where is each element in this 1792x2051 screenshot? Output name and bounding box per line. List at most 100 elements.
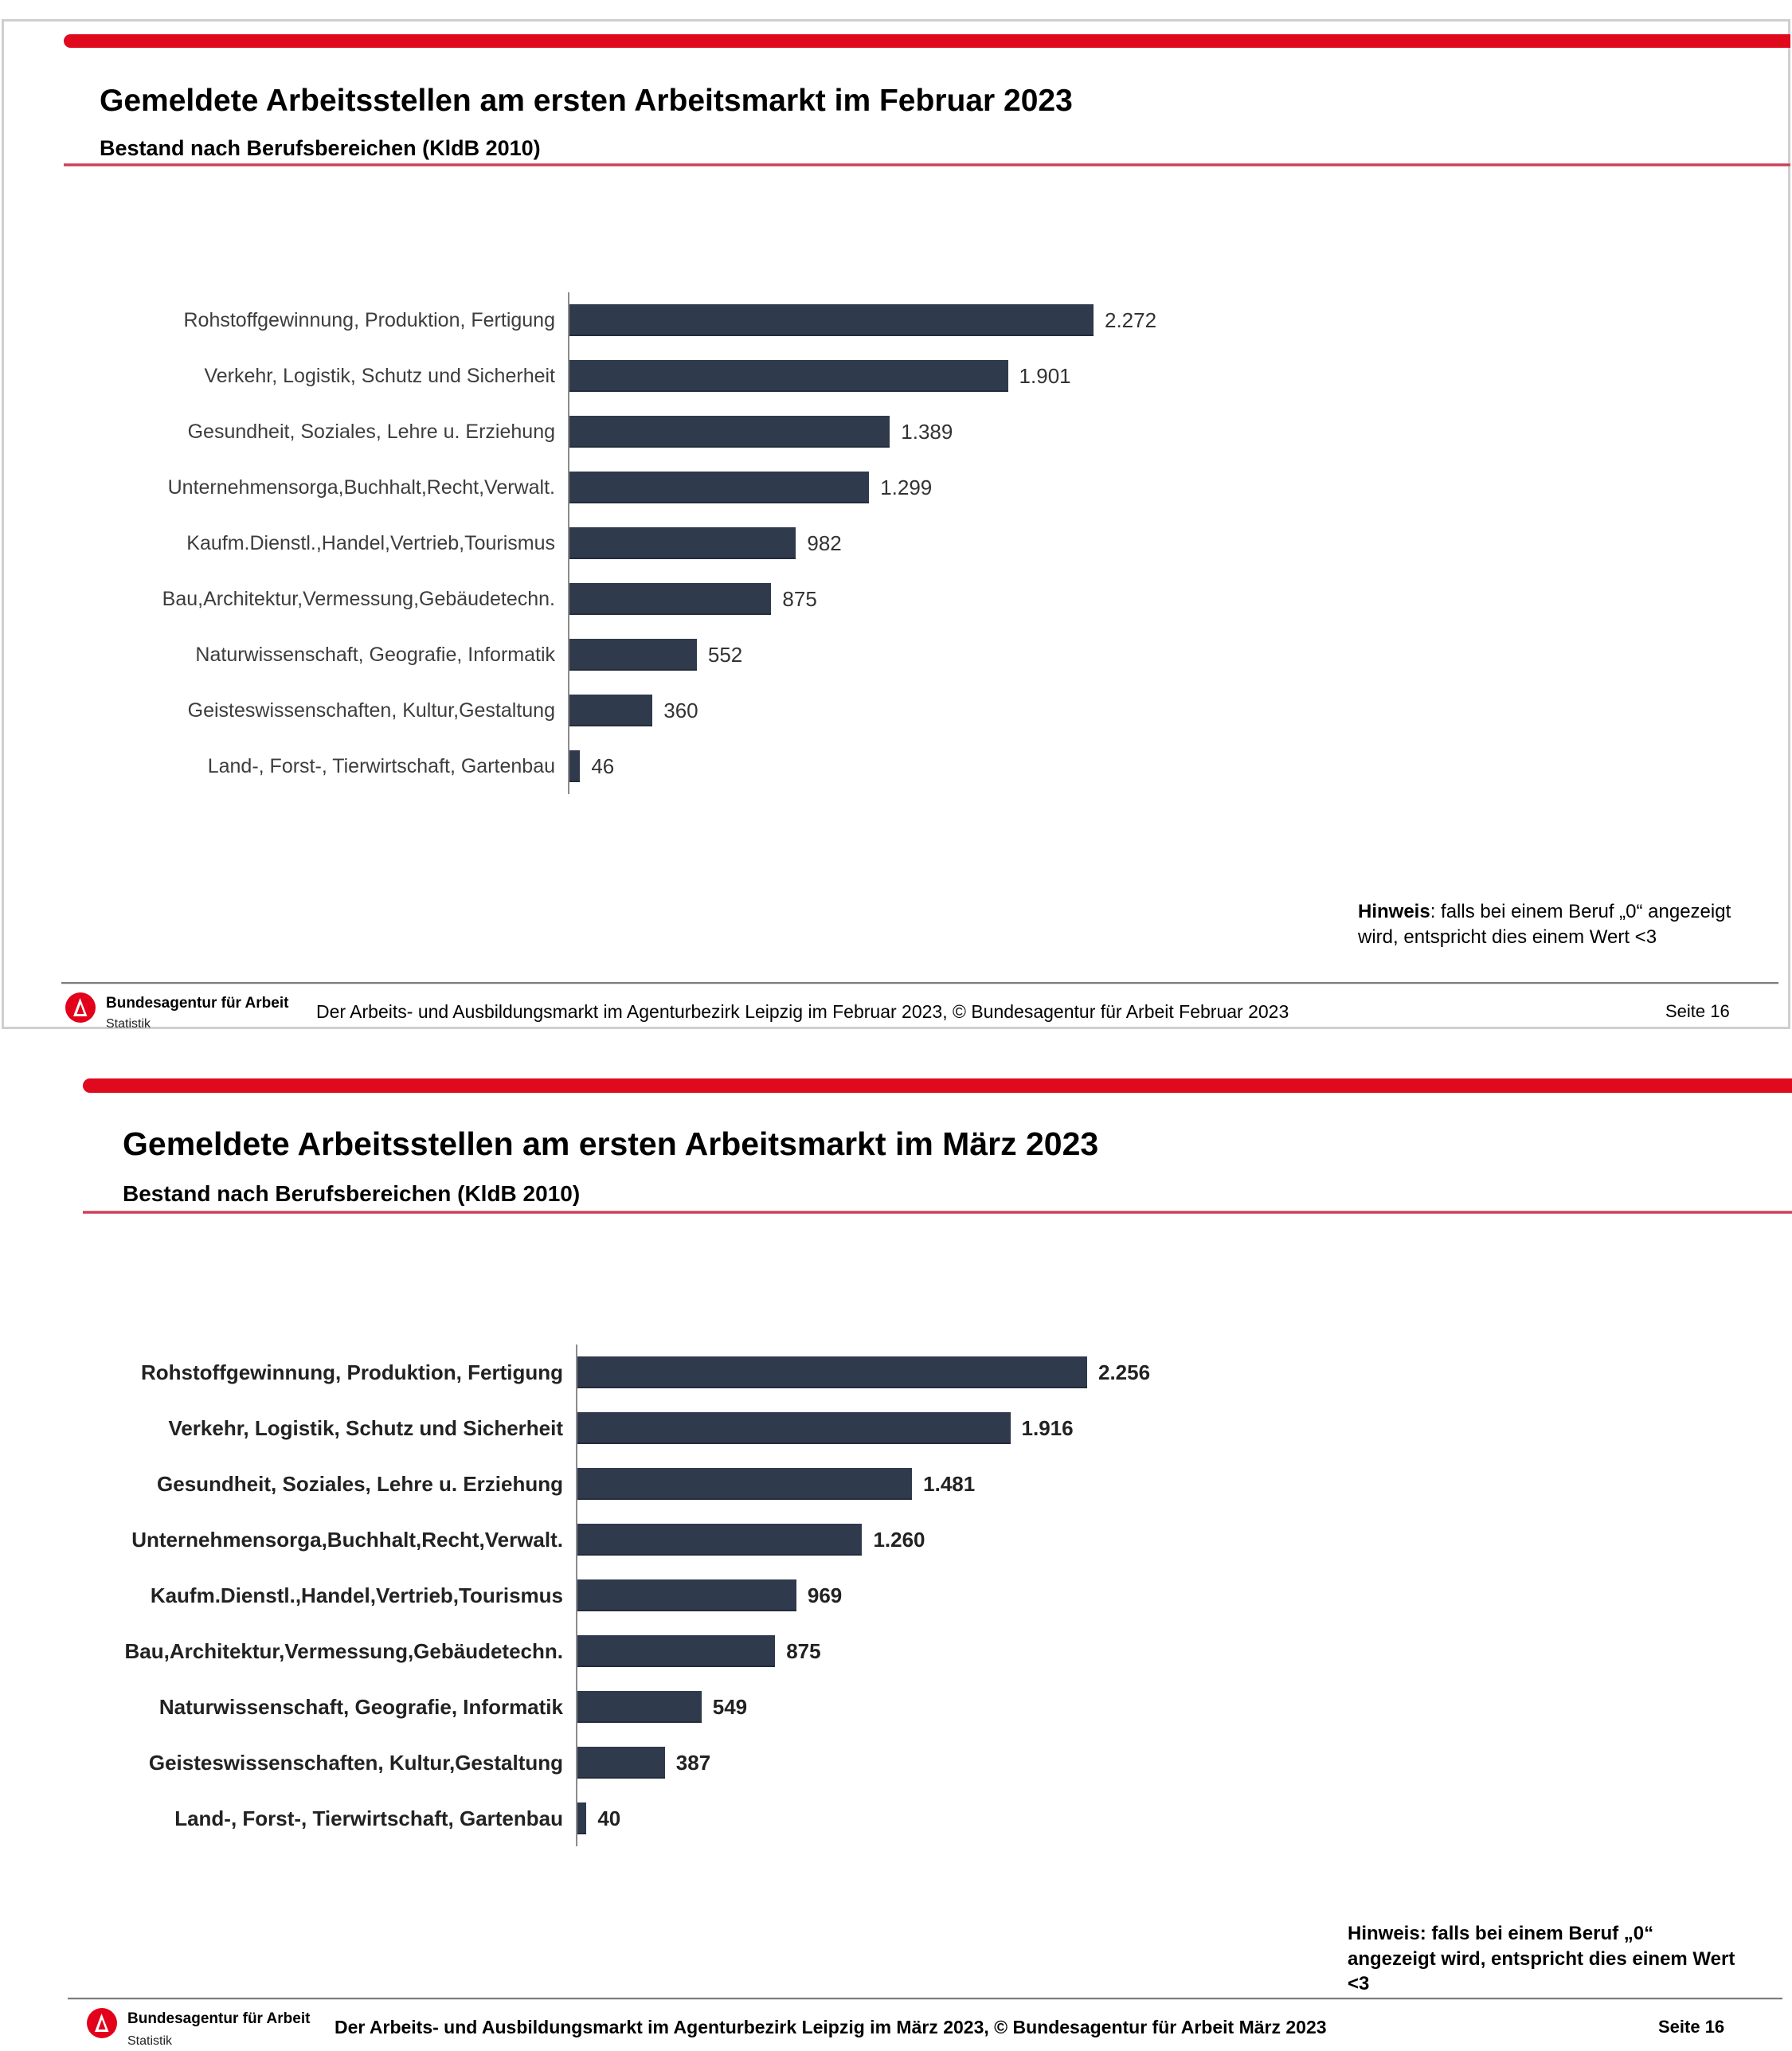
category-label: Verkehr, Logistik, Schutz und Sicherheit (168, 1415, 563, 1440)
bar (569, 750, 581, 782)
bar-area: 1.916 (576, 1400, 1792, 1456)
slide-februar-2023: Gemeldete Arbeitsstellen am ersten Arbei… (2, 19, 1790, 1031)
value-label: 40 (597, 1806, 621, 1830)
bar-area: 40 (576, 1791, 1792, 1846)
value-label: 2.256 (1098, 1360, 1151, 1384)
category-label: Rohstoffgewinnung, Produktion, Fertigung (140, 1360, 563, 1384)
bar-area: 1.481 (576, 1456, 1792, 1512)
bar-area: 1.260 (576, 1512, 1792, 1568)
chart-row: Unternehmensorga,Buchhalt,Recht,Verwalt.… (4, 460, 1788, 515)
chart-row: Naturwissenschaft, Geografie, Informatik… (4, 627, 1788, 683)
bar (577, 1524, 863, 1556)
bar-area: 969 (576, 1568, 1792, 1623)
value-label: 1.481 (923, 1471, 976, 1496)
footnote-text: : falls bei einem Beruf „0“ angezeigt wi… (1358, 901, 1731, 948)
bar (577, 1691, 702, 1723)
bar-area: 2.272 (568, 292, 1788, 348)
value-label: 1.916 (1021, 1415, 1074, 1440)
footnote-label: Hinweis (1358, 901, 1430, 922)
chart-row: Bau,Architektur,Vermessung,Gebäudetechn.… (4, 571, 1788, 627)
chart-row: Geisteswissenschaften, Kultur,Gestaltung… (4, 683, 1788, 738)
value-label: 2.272 (1105, 307, 1157, 332)
bar-area: 875 (576, 1623, 1792, 1679)
footnote-text: : falls bei einem Beruf „0“ angezeigt wi… (1348, 1923, 1735, 1995)
chart-row: Land-, Forst-, Tierwirtschaft, Gartenbau… (4, 738, 1788, 794)
value-label: 1.260 (873, 1527, 925, 1552)
chart-row: Geisteswissenschaften, Kultur,Gestaltung… (0, 1735, 1792, 1791)
value-label: 1.389 (901, 419, 953, 444)
category-label: Unternehmensorga,Buchhalt,Recht,Verwalt. (131, 1527, 563, 1552)
chart-row: Rohstoffgewinnung, Produktion, Fertigung… (4, 292, 1788, 348)
ba-logo-icon (86, 2007, 118, 2039)
bar (577, 1412, 1011, 1444)
title-underline (83, 1211, 1792, 1214)
footer-citation: Der Arbeits- und Ausbildungsmarkt im Age… (335, 2017, 1327, 2037)
chart-row: Naturwissenschaft, Geografie, Informatik… (0, 1679, 1792, 1735)
slide-subtitle: Bestand nach Berufsbereichen (KldB 2010) (123, 1181, 581, 1207)
value-label: 982 (807, 530, 842, 555)
chart-row: Unternehmensorga,Buchhalt,Recht,Verwalt.… (0, 1512, 1792, 1568)
org-name: Bundesagentur für Arbeit (127, 2010, 311, 2027)
category-label: Kaufm.Dienstl.,Handel,Vertrieb,Tourismus (150, 1583, 563, 1607)
footer-divider (68, 1998, 1782, 2000)
value-label: 875 (782, 586, 817, 611)
category-label: Rohstoffgewinnung, Produktion, Fertigung (183, 308, 555, 331)
footer-citation: Der Arbeits- und Ausbildungsmarkt im Age… (316, 1001, 1289, 1022)
bar (577, 1356, 1087, 1388)
bar (569, 639, 697, 671)
bar-area: 875 (568, 571, 1788, 627)
bar-chart-maerz: Rohstoffgewinnung, Produktion, Fertigung… (0, 1345, 1792, 1846)
footer-divider (61, 982, 1778, 984)
red-accent-bar (83, 1078, 1792, 1093)
category-label: Geisteswissenschaften, Kultur,Gestaltung (187, 699, 555, 722)
chart-row: Kaufm.Dienstl.,Handel,Vertrieb,Tourismus… (4, 515, 1788, 571)
bar (569, 583, 772, 615)
chart-row: Kaufm.Dienstl.,Handel,Vertrieb,Tourismus… (0, 1568, 1792, 1623)
category-label: Unternehmensorga,Buchhalt,Recht,Verwalt. (167, 476, 555, 499)
value-label: 360 (663, 698, 698, 722)
bar (569, 695, 653, 726)
bar-area: 1.299 (568, 460, 1788, 515)
bar-area: 549 (576, 1679, 1792, 1735)
bar-chart-februar: Rohstoffgewinnung, Produktion, Fertigung… (4, 292, 1788, 794)
value-label: 549 (712, 1694, 748, 1719)
org-dept: Statistik (127, 2034, 173, 2048)
bar-area: 1.389 (568, 404, 1788, 460)
chart-row: Verkehr, Logistik, Schutz und Sicherheit… (0, 1400, 1792, 1456)
value-label: 552 (707, 642, 743, 667)
category-label: Gesundheit, Soziales, Lehre u. Erziehung (157, 1471, 563, 1496)
slide-title: Gemeldete Arbeitsstellen am ersten Arbei… (123, 1125, 1099, 1163)
bar (569, 360, 1008, 392)
org-name: Bundesagentur für Arbeit (106, 995, 289, 1012)
category-label: Kaufm.Dienstl.,Handel,Vertrieb,Tourismus (186, 531, 555, 554)
chart-row: Gesundheit, Soziales, Lehre u. Erziehung… (0, 1456, 1792, 1512)
bar-area: 552 (568, 627, 1788, 683)
chart-row: Verkehr, Logistik, Schutz und Sicherheit… (4, 348, 1788, 404)
category-label: Land-, Forst-, Tierwirtschaft, Gartenbau (174, 1806, 563, 1830)
bar-area: 982 (568, 515, 1788, 571)
category-label: Bau,Architektur,Vermessung,Gebäudetechn. (124, 1638, 564, 1663)
chart-row: Gesundheit, Soziales, Lehre u. Erziehung… (4, 404, 1788, 460)
bar (569, 527, 796, 559)
org-dept: Statistik (106, 1017, 151, 1031)
bar (577, 1579, 796, 1611)
value-label: 1.299 (880, 475, 933, 499)
bar (577, 1747, 665, 1779)
bar (569, 304, 1094, 336)
bar-area: 387 (576, 1735, 1792, 1791)
category-label: Naturwissenschaft, Geografie, Informatik (158, 1694, 563, 1719)
value-label: 46 (591, 753, 615, 778)
bar (577, 1802, 587, 1834)
category-label: Geisteswissenschaften, Kultur,Gestaltung (148, 1750, 563, 1775)
title-underline (64, 163, 1790, 166)
slide-title: Gemeldete Arbeitsstellen am ersten Arbei… (100, 84, 1073, 119)
ba-logo-icon (65, 992, 96, 1024)
red-accent-bar (64, 34, 1790, 48)
chart-row: Bau,Architektur,Vermessung,Gebäudetechn.… (0, 1623, 1792, 1679)
category-label: Gesundheit, Soziales, Lehre u. Erziehung (187, 420, 555, 443)
bar (577, 1635, 776, 1667)
chart-row: Rohstoffgewinnung, Produktion, Fertigung… (0, 1345, 1792, 1400)
bar-area: 1.901 (568, 348, 1788, 404)
chart-row: Land-, Forst-, Tierwirtschaft, Gartenbau… (0, 1791, 1792, 1846)
